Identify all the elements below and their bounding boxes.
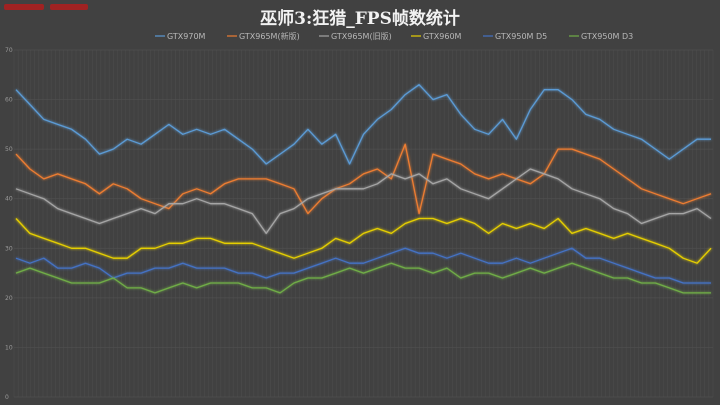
legend-label: GTX960M <box>423 32 462 41</box>
y-axis: 0 10 20 30 40 50 60 70 <box>5 47 13 401</box>
y-tick-label: 10 <box>5 344 13 351</box>
y-tick-label: 60 <box>5 97 13 104</box>
legend-label: GTX950M D3 <box>581 32 633 41</box>
series-line-gtx965m- <box>15 143 712 215</box>
legend-label: GTX970M <box>167 32 206 41</box>
gridlines <box>13 49 714 398</box>
series-line-gtx950m-d3 <box>15 262 711 294</box>
y-tick-label: 40 <box>5 196 13 203</box>
watermark <box>4 4 88 10</box>
series-line-gtx960m <box>15 217 712 264</box>
legend: GTX970M GTX965M(新版) GTX965M(旧版) GTX960M GTX9… <box>155 31 633 41</box>
y-tick-label: 30 <box>5 245 13 252</box>
series-line-gtx970m <box>15 84 711 165</box>
chart-title: 巫师3:狂猎_FPS帧数统计 <box>260 8 460 29</box>
y-tick-label: 50 <box>5 146 13 153</box>
series-lines <box>15 84 712 294</box>
legend-label: GTX965M(新版) <box>239 31 300 41</box>
y-tick-label: 70 <box>5 47 13 54</box>
legend-label: GTX950M D5 <box>495 32 547 41</box>
series-line-gtx965m- <box>15 168 712 235</box>
y-tick-label: 0 <box>5 394 9 401</box>
legend-label: GTX965M(旧版) <box>331 31 392 41</box>
y-tick-label: 20 <box>5 295 13 302</box>
series-line-gtx950m-d5 <box>15 247 711 284</box>
